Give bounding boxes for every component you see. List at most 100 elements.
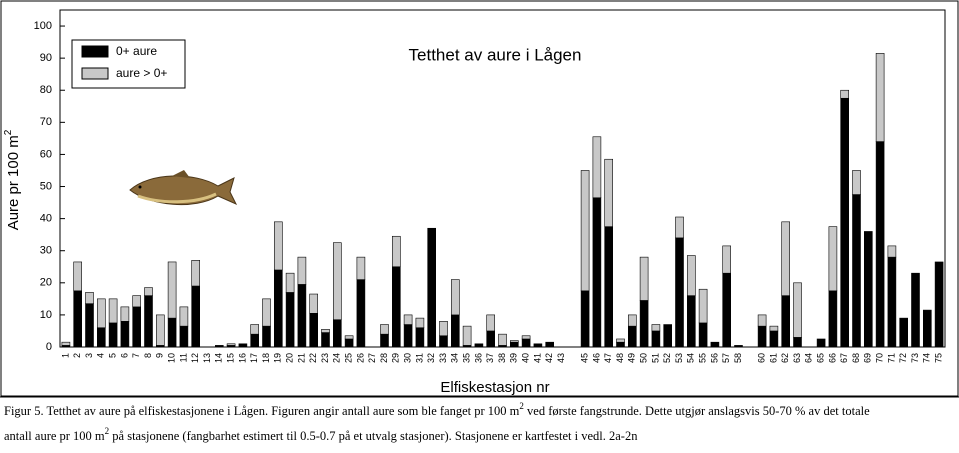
caption-text: ved første fangstrunde. Dette utgjør ans… (524, 404, 870, 418)
bar-segment (462, 325, 472, 346)
chart-frame (0, 0, 959, 397)
bar-segment (840, 89, 850, 99)
x-tick-label: 27 (367, 353, 377, 363)
x-tick-label: 69 (863, 353, 873, 363)
bar-segment (238, 343, 248, 348)
y-tick-label: 30 (40, 245, 52, 257)
x-tick-label: 52 (662, 353, 672, 363)
x-tick-label: 14 (214, 353, 224, 363)
bar-segment (769, 325, 779, 332)
y-tick-label: 20 (40, 277, 52, 289)
bar-segment (262, 298, 271, 327)
x-tick-label: 49 (627, 353, 637, 363)
x-tick-label: 22 (308, 353, 318, 363)
bar-segment (840, 97, 850, 348)
x-tick-label: 51 (650, 353, 660, 363)
bar-segment (120, 306, 130, 322)
legend-swatch (81, 67, 109, 80)
bar-segment (61, 341, 71, 346)
bar-segment (321, 332, 330, 348)
bar-segment (722, 272, 732, 348)
y-label-sup: 2 (3, 129, 14, 135)
x-tick-label: 34 (450, 353, 460, 363)
bar-segment (179, 325, 189, 348)
bar-segment (356, 256, 366, 280)
y-tick-label: 100 (34, 20, 52, 32)
x-tick-label: 6 (119, 353, 129, 358)
bar-segment (639, 256, 649, 301)
x-tick-label: 64 (804, 353, 814, 363)
x-tick-label: 29 (391, 353, 401, 363)
caption-line: antall aure pr 100 m2 på stasjonene (fan… (4, 426, 638, 443)
x-tick-label: 15 (225, 353, 235, 363)
bar-segment (391, 266, 401, 348)
bar-segment (73, 261, 82, 292)
x-tick-label: 12 (190, 353, 200, 363)
bar-segment (144, 287, 153, 296)
bar-segment (828, 290, 838, 348)
x-tick-label: 41 (532, 353, 542, 363)
bar-segment (439, 321, 448, 337)
caption-sup: 2 (519, 401, 524, 411)
bar-segment (439, 335, 448, 348)
x-tick-label: 28 (379, 353, 389, 363)
chart-title: Tetthet av aure i Lågen (409, 45, 582, 64)
bar-segment (781, 295, 791, 348)
bar-segment (380, 324, 389, 335)
y-label-text: Aure pr 100 m (5, 135, 22, 230)
bar-segment (85, 292, 94, 304)
x-tick-label: 66 (827, 353, 837, 363)
x-tick-label: 67 (839, 353, 849, 363)
x-tick-label: 60 (756, 353, 766, 363)
x-tick-label: 20 (284, 353, 294, 363)
bar-segment (285, 272, 295, 293)
x-tick-label: 40 (520, 353, 530, 363)
bar-segment (604, 226, 614, 348)
x-tick-label: 31 (414, 353, 424, 363)
bar-segment (675, 237, 684, 348)
x-tick-label: 72 (898, 353, 908, 363)
x-tick-label: 3 (84, 353, 94, 358)
bar-segment (863, 231, 873, 348)
x-tick-label: 38 (497, 353, 507, 363)
bar-segment (521, 338, 531, 348)
bar-segment (887, 245, 897, 258)
bar-segment (934, 261, 944, 348)
y-tick-label: 60 (40, 148, 52, 160)
bar-segment (285, 292, 295, 348)
bar-segment (722, 245, 732, 274)
bar-segment (108, 322, 118, 348)
bar-segment (179, 306, 189, 327)
x-tick-label: 33 (438, 353, 448, 363)
bar-segment (73, 290, 82, 348)
bar-segment (226, 343, 236, 346)
bar-segment (273, 269, 283, 348)
y-tick-label: 10 (40, 309, 52, 321)
bar-segment (828, 226, 838, 292)
bar-segment (793, 337, 802, 348)
x-tick-label: 68 (851, 353, 861, 363)
x-tick-label: 9 (155, 353, 165, 358)
x-tick-label: 56 (709, 353, 719, 363)
bar-segment (403, 324, 413, 348)
bar-segment (509, 340, 519, 343)
bar-segment (592, 136, 602, 199)
bar-segment (911, 272, 920, 348)
x-tick-label: 57 (721, 353, 731, 363)
x-tick-label: 4 (96, 353, 106, 358)
bar-segment (852, 170, 861, 195)
bar-segment (616, 338, 625, 343)
bar-segment (391, 235, 401, 268)
fish (129, 170, 238, 206)
x-tick-label: 50 (638, 353, 648, 363)
bar-segment (509, 341, 519, 348)
bar-segment (816, 338, 826, 348)
bar-segment (356, 279, 366, 348)
y-tick-label: 40 (40, 213, 52, 225)
y-tick-label: 80 (40, 84, 52, 96)
bar-segment (309, 293, 319, 314)
bar-segment (616, 341, 625, 348)
bar-segment (309, 312, 319, 348)
x-tick-label: 11 (178, 353, 188, 362)
bar-segment (97, 327, 106, 348)
